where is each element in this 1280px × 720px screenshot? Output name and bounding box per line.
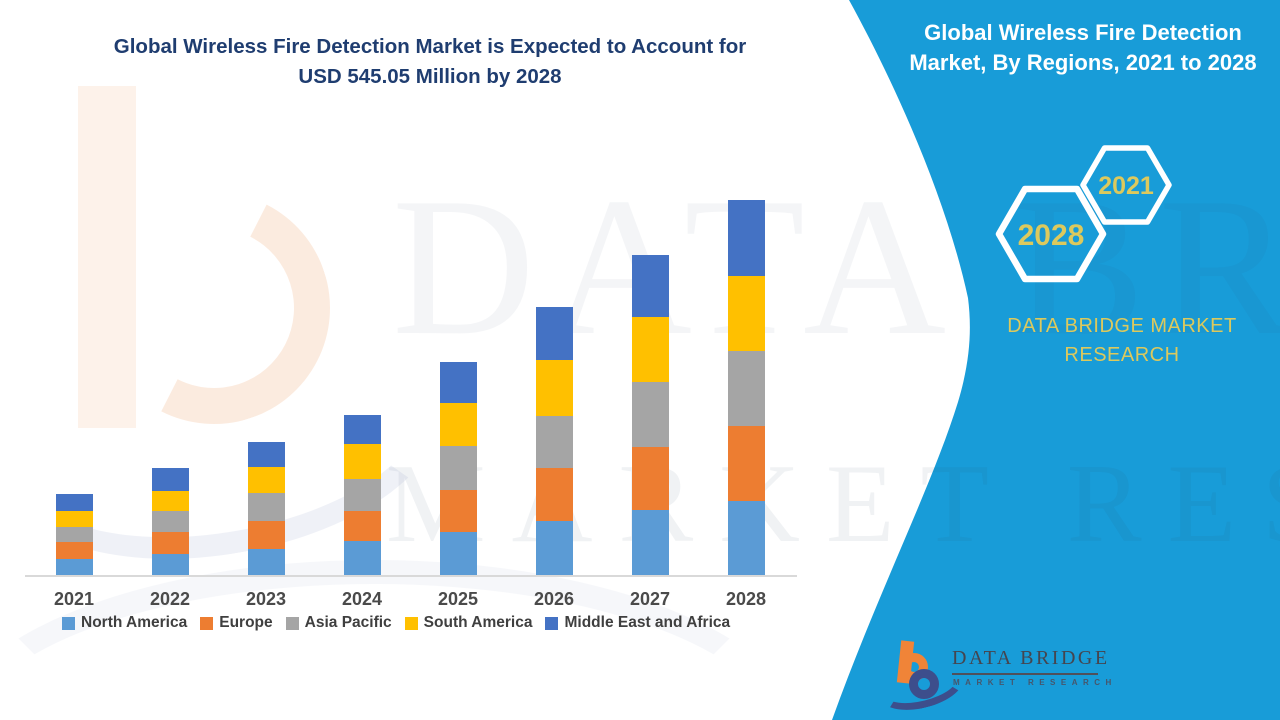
bar-segment-north-america-2025[interactable]	[439, 531, 477, 575]
bar-segment-asia-pacific-2023[interactable]	[247, 493, 285, 522]
right-panel-title: Global Wireless Fire Detection Market, B…	[893, 18, 1273, 78]
x-axis-label-2021: 2021	[53, 589, 95, 609]
plot-area: 2021 2022 2023 2024 2025 2026 2027 2028	[25, 200, 797, 609]
legend-label-north-america: North America	[81, 614, 188, 631]
footer-logo-sub-text: MARKET RESEARCH	[953, 678, 1117, 687]
legend-item-south-america[interactable]: South America	[404, 614, 533, 632]
legend-swatch-south-america	[404, 617, 418, 630]
legend-label-south-america: South America	[423, 614, 533, 631]
bar-segment-south-america-2026[interactable]	[535, 360, 573, 416]
x-axis-label-2023: 2023	[245, 589, 287, 609]
legend-label-europe: Europe	[219, 614, 273, 631]
bar-segment-middle-east-and-africa-2021[interactable]	[55, 494, 93, 511]
bar-segment-asia-pacific-2027[interactable]	[631, 381, 669, 447]
x-axis-label-2026: 2026	[533, 589, 575, 609]
bar-segment-south-america-2022[interactable]	[151, 490, 189, 511]
x-axis-label-2025: 2025	[437, 589, 479, 609]
bar-segment-asia-pacific-2024[interactable]	[343, 479, 381, 511]
bar-segment-asia-pacific-2022[interactable]	[151, 510, 189, 533]
bar-segment-middle-east-and-africa-2024[interactable]	[343, 415, 381, 445]
right-panel-brand-line2: RESEARCH	[1064, 344, 1180, 366]
bar-segment-europe-2024[interactable]	[343, 510, 381, 542]
bar-segment-north-america-2022[interactable]	[151, 554, 189, 575]
legend-swatch-north-america	[62, 617, 75, 630]
bar-segment-north-america-2027[interactable]	[631, 510, 669, 575]
bar-segment-middle-east-and-africa-2023[interactable]	[247, 441, 285, 468]
bar-segment-middle-east-and-africa-2026[interactable]	[535, 307, 573, 361]
bar-segment-asia-pacific-2026[interactable]	[535, 415, 573, 469]
bar-segment-middle-east-and-africa-2022[interactable]	[151, 468, 189, 491]
bar-segment-asia-pacific-2021[interactable]	[55, 526, 93, 543]
legend-swatch-asia-pacific	[285, 617, 299, 630]
x-axis-label-2022: 2022	[149, 589, 191, 609]
bar-segment-europe-2028[interactable]	[727, 426, 765, 502]
bar-segment-north-america-2026[interactable]	[535, 521, 573, 575]
bar-segment-middle-east-and-africa-2025[interactable]	[439, 361, 477, 404]
legend-swatch-middle-east-and-africa	[545, 617, 559, 630]
bar-segment-north-america-2024[interactable]	[343, 541, 381, 575]
legend-label-middle-east-and-africa: Middle East and Africa	[564, 614, 731, 631]
bar-segment-south-america-2024[interactable]	[343, 444, 381, 480]
bar-segment-europe-2025[interactable]	[439, 490, 477, 532]
bar-2026[interactable]	[535, 307, 573, 575]
right-panel-brand: DATA BRIDGE MARKET RESEARCH	[996, 312, 1248, 370]
bar-segment-europe-2023[interactable]	[247, 521, 285, 549]
bar-2021[interactable]	[55, 494, 93, 575]
bar-segment-middle-east-and-africa-2027[interactable]	[631, 254, 669, 317]
chart-title-line2: USD 545.05 Million by 2028	[298, 65, 562, 88]
legend-item-north-america[interactable]: North America	[62, 614, 187, 632]
x-axis-label-2028: 2028	[725, 589, 767, 609]
x-axis-label-2027: 2027	[629, 589, 671, 609]
chart-title-line1: Global Wireless Fire Detection Market is…	[113, 35, 747, 58]
footer-logo-divider	[952, 673, 1098, 675]
bar-segment-south-america-2027[interactable]	[631, 316, 669, 382]
bar-segment-middle-east-and-africa-2028[interactable]	[727, 200, 765, 276]
bar-segment-north-america-2023[interactable]	[247, 549, 285, 575]
bar-segment-europe-2027[interactable]	[631, 446, 669, 510]
legend-item-europe[interactable]: Europe	[200, 614, 273, 632]
bar-segment-north-america-2028[interactable]	[727, 501, 765, 575]
bar-segment-asia-pacific-2028[interactable]	[727, 350, 765, 427]
bar-segment-europe-2022[interactable]	[151, 532, 189, 554]
footer-logo-brand-text: DATA BRIDGE	[952, 647, 1110, 669]
bar-2022[interactable]	[151, 468, 189, 575]
chart-title: Global Wireless Fire Detection Market is…	[40, 32, 820, 92]
bar-2024[interactable]	[343, 415, 381, 575]
right-panel-title-line1: Global Wireless Fire Detection	[924, 20, 1242, 45]
legend: North America Europe Asia Pacific South Ame…	[62, 614, 730, 632]
legend-item-middle-east-and-africa[interactable]: Middle East and Africa	[545, 614, 730, 632]
x-axis-line	[25, 575, 797, 577]
legend-swatch-europe	[200, 617, 214, 630]
bar-segment-south-america-2021[interactable]	[55, 510, 93, 527]
right-panel-brand-line1: DATA BRIDGE MARKET	[1007, 315, 1237, 337]
bar-segment-asia-pacific-2025[interactable]	[439, 445, 477, 491]
bar-2023[interactable]	[247, 441, 285, 575]
footer-logo: DATA BRIDGE MARKET RESEARCH	[872, 636, 1145, 718]
legend-label-asia-pacific: Asia Pacific	[304, 614, 392, 631]
bar-segment-europe-2021[interactable]	[55, 542, 93, 559]
legend-item-asia-pacific[interactable]: Asia Pacific	[285, 614, 392, 632]
bar-2028[interactable]	[727, 200, 765, 575]
bar-segment-north-america-2021[interactable]	[55, 559, 93, 575]
right-panel-title-line2: Market, By Regions, 2021 to 2028	[909, 50, 1257, 75]
footer-logo-d-icon	[909, 669, 939, 699]
bar-segment-south-america-2023[interactable]	[247, 467, 285, 494]
x-axis-label-2024: 2024	[341, 589, 383, 609]
bar-segment-europe-2026[interactable]	[535, 468, 573, 522]
bar-2027[interactable]	[631, 254, 669, 575]
bar-segment-south-america-2028[interactable]	[727, 275, 765, 351]
bar-2025[interactable]	[439, 361, 477, 575]
bar-segment-south-america-2025[interactable]	[439, 403, 477, 446]
